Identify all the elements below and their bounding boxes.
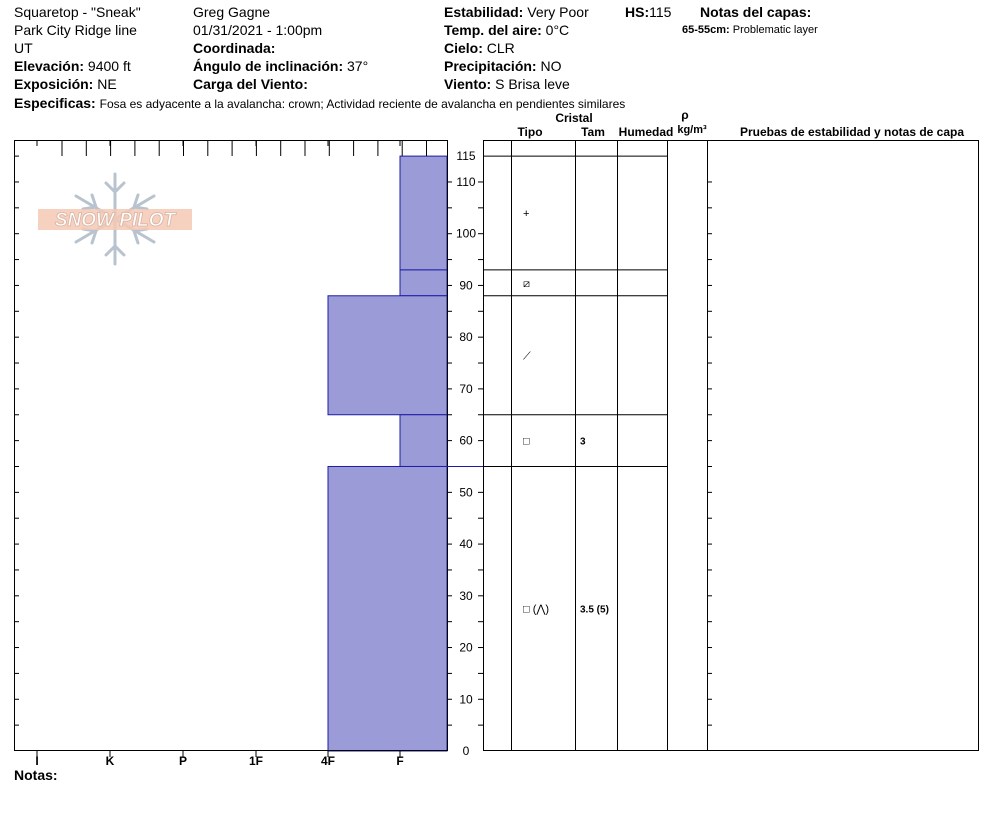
specifics-label: Especificas: (14, 95, 96, 111)
depth-tick-label: 70 (459, 382, 473, 396)
sky-value: CLR (486, 40, 515, 56)
wind-value: S Brisa leve (495, 76, 570, 92)
hardness-tick-label: K (106, 754, 115, 768)
notes-label: Notas: (14, 767, 58, 783)
wind-label: Viento: (444, 76, 492, 92)
hardness-plot-frame (14, 140, 448, 751)
slope-label: Ángulo de inclinación: (193, 58, 344, 74)
depth-tick-label: 90 (459, 278, 473, 292)
stability-row: Estabilidad: Very Poor (444, 4, 589, 20)
sky-row: Cielo: CLR (444, 40, 515, 56)
hardness-tick-label: 4F (321, 754, 335, 768)
layer-table-frame (483, 140, 979, 751)
tests-header: Pruebas de estabilidad y notas de capa (740, 125, 964, 139)
hardness-axis: I K P 1F 4F F (35, 754, 403, 768)
type-header: Tipo (517, 125, 542, 139)
state-name: UT (14, 40, 33, 56)
crystal-type-symbol: □ (⋀) (523, 604, 549, 616)
layer-note: 65-55cm: Problematic layer (682, 24, 818, 37)
depth-tick-label: 80 (459, 330, 473, 344)
crystal-size: 3.5 (5) (580, 605, 609, 616)
elevation-row: Elevación: 9400 ft (14, 58, 131, 74)
hardness-bar (327, 295, 448, 416)
depth-tick-label: 20 (459, 641, 473, 655)
stability-label: Estabilidad: (444, 4, 524, 20)
area-name: Park City Ridge line (14, 22, 137, 38)
depth-tick-label: 60 (459, 434, 473, 448)
logo-text: SNOW PILOT (55, 210, 177, 231)
specifics-text: Fosa es adyacente a la avalancha: crown;… (99, 97, 626, 111)
crystal-type-symbol: □ (523, 436, 530, 448)
depth-tick-label: 30 (459, 589, 473, 603)
layer-rows: + ⧄ ⟋ □ 3 □ (⋀) 3.5 (5) (447, 155, 667, 616)
observer-name: Greg Gagne (193, 4, 271, 20)
precip-label: Precipitación: (444, 58, 537, 74)
depth-tick-label: 50 (459, 485, 473, 499)
location-name: Squaretop - "Sneak" (14, 4, 141, 20)
hardness-bar (399, 414, 448, 467)
aspect-label: Exposición: (14, 76, 94, 92)
air-temp-row: Temp. del aire: 0°C (444, 22, 569, 38)
layer-table (483, 140, 979, 751)
crystal-size: 3 (580, 437, 586, 448)
hardness-tick-label: P (179, 754, 187, 768)
hardness-bar (327, 465, 448, 752)
slope-value: 37° (347, 58, 369, 74)
wind-load-label: Carga del Viento: (193, 76, 308, 92)
elevation-label: Elevación: (14, 58, 85, 74)
crystal-header: Cristal (555, 111, 592, 125)
precip-value: NO (540, 58, 562, 74)
hs-label: HS: (625, 4, 650, 20)
depth-tick-label: 100 (456, 227, 476, 241)
hardness-tick-label: F (396, 754, 403, 768)
observation-datetime: 01/31/2021 - 1:00pm (193, 22, 323, 38)
depth-axis: 0 10 20 30 40 50 60 70 80 90 100 110 115 (447, 149, 712, 758)
crystal-type-symbol: ⟋ (523, 350, 531, 362)
layer-note-text: Problematic layer (732, 24, 818, 36)
hs-value: 115 (649, 4, 672, 20)
sky-label: Cielo: (444, 40, 483, 56)
specifics-row: Especificas: Fosa es adyacente a la aval… (14, 95, 625, 112)
precip-row: Precipitación: NO (444, 58, 561, 74)
hardness-tick-label: 1F (249, 754, 263, 768)
air-temp-value: 0°C (545, 22, 570, 38)
depth-tick-label: 115 (456, 149, 475, 163)
depth-tick-label: 40 (459, 537, 473, 551)
depth-tick-label: 0 (463, 744, 470, 758)
depth-tick-label: 10 (459, 692, 473, 706)
crystal-type-symbol: ⧄ (523, 278, 530, 290)
snowpilot-logo: SNOW PILOT (38, 172, 192, 266)
depth-tick-label: 110 (456, 175, 475, 189)
moisture-header: Humedad (619, 125, 674, 139)
elevation-value: 9400 ft (87, 58, 131, 74)
aspect-value: NE (97, 76, 117, 92)
wind-row: Viento: S Brisa leve (444, 76, 570, 92)
layer-notes-label: Notas del capas: (700, 4, 812, 20)
density-unit-header: kg/m³ (677, 124, 707, 136)
air-temp-label: Temp. del aire: (444, 22, 542, 38)
aspect-row: Exposición: NE (14, 76, 117, 92)
coordinate-label: Coordinada: (193, 40, 276, 56)
hardness-tick-label: I (35, 754, 38, 768)
slope-row: Ángulo de inclinación: 37° (193, 58, 368, 74)
hardness-bar (399, 155, 448, 271)
depth-left-ticks (14, 155, 19, 726)
hardness-top-ticks (36, 141, 427, 757)
hardness-profile (327, 155, 448, 752)
rho-header: ρ (681, 108, 688, 122)
crystal-type-symbol: + (523, 208, 529, 220)
layer-note-depth: 65-55cm: (682, 24, 730, 36)
hardness-bar (399, 269, 448, 297)
stability-value: Very Poor (527, 4, 589, 20)
size-header: Tam (581, 125, 605, 139)
hs-row: HS:115 (625, 4, 671, 20)
logo-banner (38, 209, 192, 230)
